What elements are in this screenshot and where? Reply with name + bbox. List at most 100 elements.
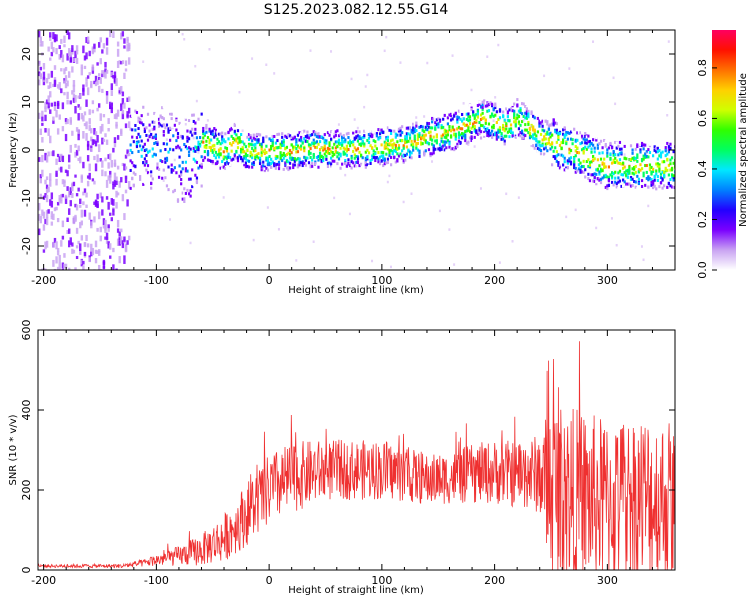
heatmap-cell: [626, 175, 629, 179]
heatmap-cell: [393, 142, 396, 146]
heatmap-cell: [115, 124, 118, 129]
heatmap-cell: [148, 135, 151, 139]
heatmap-cell: [69, 200, 72, 207]
heatmap-cell: [258, 162, 262, 166]
heatmap-cell: [303, 155, 306, 159]
heatmap-cell: [194, 127, 197, 131]
heatmap-cell: [214, 128, 217, 132]
heatmap-cell: [363, 105, 366, 109]
heatmap-cell: [418, 125, 421, 129]
heatmap-cell: [363, 142, 366, 146]
heatmap-cell: [124, 68, 128, 72]
heatmap-cell: [38, 228, 41, 236]
heatmap-cell: [202, 122, 205, 126]
heatmap-cell: [486, 102, 489, 106]
heatmap-cell: [105, 196, 109, 200]
heatmap-cell: [341, 135, 344, 139]
heatmap-cell: [484, 101, 487, 105]
heatmap-cell: [434, 121, 437, 125]
x-tick-label: -200: [31, 274, 56, 287]
heatmap-cell: [301, 130, 304, 134]
heatmap-cell: [421, 118, 424, 122]
heatmap-cell: [350, 162, 353, 166]
heatmap-cell: [210, 132, 213, 136]
heatmap-cell: [115, 113, 118, 120]
heatmap-cell: [391, 151, 394, 155]
heatmap-cell: [536, 116, 539, 120]
heatmap-cell: [67, 240, 71, 248]
heatmap-cell: [612, 76, 615, 80]
heatmap-cell: [558, 143, 562, 147]
heatmap-cell: [473, 129, 476, 133]
heatmap-cell: [407, 139, 410, 143]
heatmap-cell: [230, 134, 233, 138]
heatmap-cell: [664, 146, 667, 150]
heatmap-cell: [127, 57, 131, 65]
heatmap-cell: [156, 110, 159, 114]
heatmap-cell: [618, 169, 622, 173]
heatmap-cell: [487, 109, 491, 113]
heatmap-cell: [473, 116, 476, 120]
heatmap-cell: [217, 163, 221, 167]
heatmap-cell: [42, 249, 46, 253]
heatmap-cell: [311, 164, 314, 168]
heatmap-cell: [96, 193, 99, 200]
heatmap-cell: [273, 146, 276, 150]
heatmap-cell: [320, 135, 323, 139]
heatmap-cell: [232, 157, 235, 161]
heatmap-cell: [519, 131, 522, 135]
heatmap-cell: [470, 108, 473, 112]
heatmap-cell: [667, 163, 670, 167]
heatmap-cell: [342, 150, 345, 154]
heatmap-cell: [97, 85, 101, 93]
heatmap-cell: [113, 75, 117, 83]
heatmap-cell: [90, 243, 93, 252]
heatmap-cell: [659, 155, 663, 159]
heatmap-cell: [634, 164, 637, 168]
heatmap-cell: [328, 147, 331, 151]
heatmap-cell: [443, 135, 446, 139]
heatmap-cell: [633, 172, 636, 176]
heatmap-cell: [52, 47, 55, 53]
heatmap-cell: [461, 127, 464, 131]
heatmap-cell: [669, 142, 672, 146]
heatmap-cell: [236, 159, 240, 163]
heatmap-cell: [601, 146, 604, 150]
heatmap-cell: [410, 143, 413, 147]
heatmap-cell: [593, 172, 596, 176]
heatmap-cell: [615, 182, 618, 186]
heatmap-cell: [124, 244, 128, 253]
heatmap-cell: [148, 149, 151, 153]
heatmap-cell: [39, 174, 42, 179]
heatmap-cell: [137, 149, 140, 153]
heatmap-cell: [56, 84, 60, 89]
heatmap-cell: [139, 135, 142, 139]
heatmap-cell: [116, 165, 120, 170]
heatmap-cell: [79, 222, 82, 229]
spectrogram-xlabel: Height of straight line (km): [288, 285, 424, 296]
heatmap-cell: [47, 73, 50, 80]
heatmap-cell: [197, 140, 200, 144]
heatmap-cell: [93, 216, 96, 223]
heatmap-cell: [506, 141, 509, 145]
heatmap-cell: [585, 138, 588, 142]
heatmap-cell: [622, 173, 625, 177]
heatmap-cell: [184, 145, 187, 149]
heatmap-cell: [663, 184, 666, 188]
heatmap-cell: [104, 133, 107, 138]
heatmap-cell: [164, 148, 167, 152]
heatmap-cell: [83, 242, 87, 248]
heatmap-cell: [104, 157, 107, 162]
heatmap-cell: [568, 131, 571, 135]
heatmap-cell: [644, 143, 647, 147]
heatmap-cell: [120, 86, 123, 94]
heatmap-cell: [435, 141, 438, 145]
heatmap-cell: [80, 220, 84, 226]
heatmap-cell: [222, 196, 225, 199]
heatmap-cell: [55, 109, 58, 118]
heatmap-cell: [558, 121, 562, 125]
heatmap-cell: [334, 149, 337, 153]
heatmap-cell: [192, 149, 195, 153]
heatmap-cell: [243, 166, 246, 170]
